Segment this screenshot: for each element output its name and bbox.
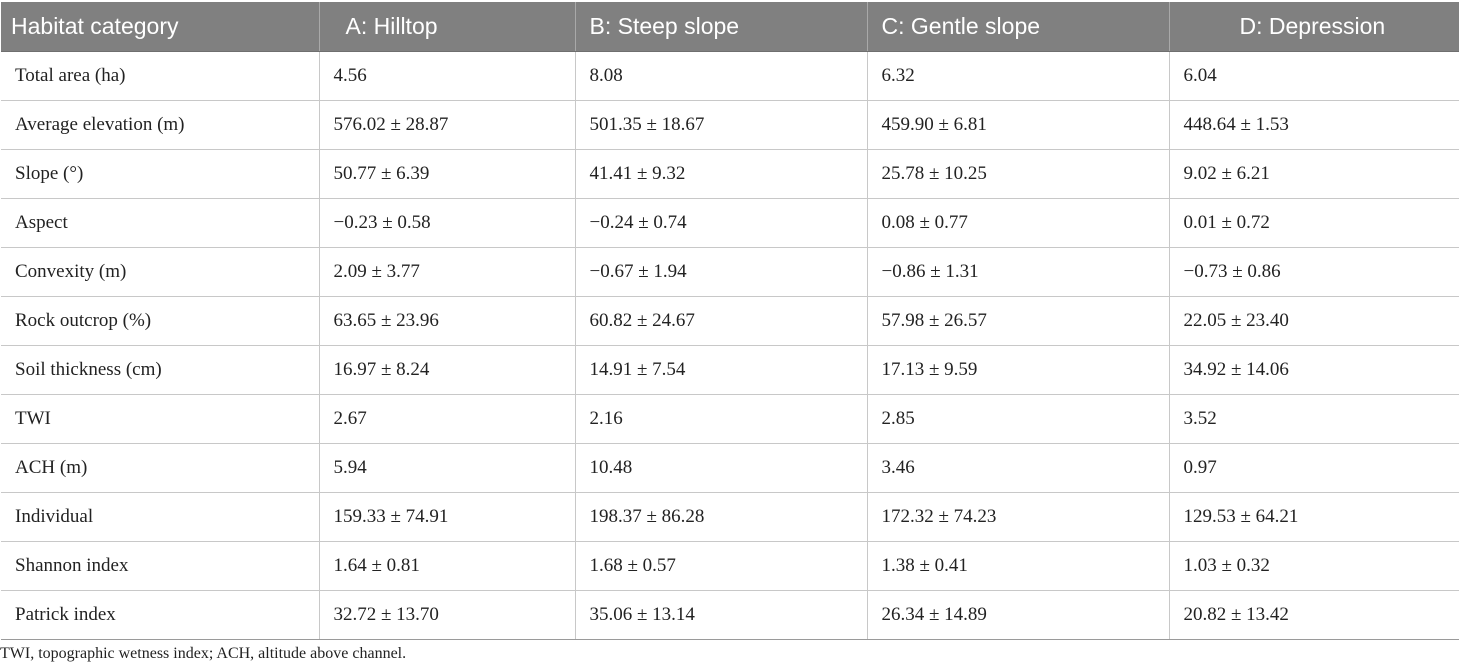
table-cell: 1.64 ± 0.81 [318, 541, 575, 591]
row-label: TWI [1, 394, 319, 444]
table-cell: −0.86 ± 1.31 [866, 247, 1169, 297]
table-cell: 4.56 [318, 51, 575, 101]
row-label: Individual [1, 492, 319, 542]
table-cell: 8.08 [574, 51, 867, 101]
habitat-table-container: Habitat category A: Hilltop B: Steep slo… [1, 2, 1459, 640]
habitat-table: Habitat category A: Hilltop B: Steep slo… [1, 2, 1459, 640]
table-cell: 2.85 [866, 394, 1169, 444]
table-row: Total area (ha) 4.56 8.08 6.32 6.04 [1, 51, 1459, 101]
row-label: Shannon index [1, 541, 319, 591]
table-cell: 0.01 ± 0.72 [1168, 198, 1459, 248]
table-cell: −0.67 ± 1.94 [574, 247, 867, 297]
table-cell: 1.68 ± 0.57 [574, 541, 867, 591]
table-cell: 2.09 ± 3.77 [318, 247, 575, 297]
table-header-row: Habitat category A: Hilltop B: Steep slo… [1, 2, 1459, 52]
column-header: A: Hilltop [318, 2, 575, 52]
table-cell: 32.72 ± 13.70 [318, 590, 575, 640]
table-cell: −0.73 ± 0.86 [1168, 247, 1459, 297]
table-cell: 3.52 [1168, 394, 1459, 444]
table-row: Aspect −0.23 ± 0.58 −0.24 ± 0.74 0.08 ± … [1, 198, 1459, 248]
table-cell: 2.16 [574, 394, 867, 444]
table-row: ACH (m) 5.94 10.48 3.46 0.97 [1, 443, 1459, 493]
table-cell: 172.32 ± 74.23 [866, 492, 1169, 542]
table-row: Rock outcrop (%) 63.65 ± 23.96 60.82 ± 2… [1, 296, 1459, 346]
table-row: Soil thickness (cm) 16.97 ± 8.24 14.91 ±… [1, 345, 1459, 395]
table-cell: 50.77 ± 6.39 [318, 149, 575, 199]
table-cell: 25.78 ± 10.25 [866, 149, 1169, 199]
row-label: Aspect [1, 198, 319, 248]
table-cell: 501.35 ± 18.67 [574, 100, 867, 150]
table-cell: 129.53 ± 64.21 [1168, 492, 1459, 542]
table-cell: 2.67 [318, 394, 575, 444]
row-label: ACH (m) [1, 443, 319, 493]
table-row: Shannon index 1.64 ± 0.81 1.68 ± 0.57 1.… [1, 541, 1459, 591]
table-row: Average elevation (m) 576.02 ± 28.87 501… [1, 100, 1459, 150]
table-cell: 448.64 ± 1.53 [1168, 100, 1459, 150]
table-cell: 60.82 ± 24.67 [574, 296, 867, 346]
row-label: Soil thickness (cm) [1, 345, 319, 395]
row-label: Patrick index [1, 590, 319, 640]
column-header: C: Gentle slope [866, 2, 1169, 52]
table-cell: 1.03 ± 0.32 [1168, 541, 1459, 591]
table-cell: 459.90 ± 6.81 [866, 100, 1169, 150]
row-label: Slope (°) [1, 149, 319, 199]
column-header: B: Steep slope [574, 2, 867, 52]
table-cell: 57.98 ± 26.57 [866, 296, 1169, 346]
row-label: Rock outcrop (%) [1, 296, 319, 346]
table-row: Patrick index 32.72 ± 13.70 35.06 ± 13.1… [1, 590, 1459, 640]
table-cell: 22.05 ± 23.40 [1168, 296, 1459, 346]
table-cell: 3.46 [866, 443, 1169, 493]
column-header: Habitat category [1, 2, 319, 52]
table-cell: 35.06 ± 13.14 [574, 590, 867, 640]
table-cell: 17.13 ± 9.59 [866, 345, 1169, 395]
table-cell: 14.91 ± 7.54 [574, 345, 867, 395]
table-cell: 26.34 ± 14.89 [866, 590, 1169, 640]
row-label: Convexity (m) [1, 247, 319, 297]
table-cell: 6.04 [1168, 51, 1459, 101]
table-cell: 0.08 ± 0.77 [866, 198, 1169, 248]
table-row: Individual 159.33 ± 74.91 198.37 ± 86.28… [1, 492, 1459, 542]
table-row: Slope (°) 50.77 ± 6.39 41.41 ± 9.32 25.7… [1, 149, 1459, 199]
table-cell: 20.82 ± 13.42 [1168, 590, 1459, 640]
table-cell: 16.97 ± 8.24 [318, 345, 575, 395]
table-cell: 159.33 ± 74.91 [318, 492, 575, 542]
table-cell: 6.32 [866, 51, 1169, 101]
table-cell: −0.23 ± 0.58 [318, 198, 575, 248]
table-row: TWI 2.67 2.16 2.85 3.52 [1, 394, 1459, 444]
table-cell: 0.97 [1168, 443, 1459, 493]
table-footnote: TWI, topographic wetness index; ACH, alt… [0, 645, 407, 662]
table-cell: 63.65 ± 23.96 [318, 296, 575, 346]
table-cell: −0.24 ± 0.74 [574, 198, 867, 248]
table-cell: 198.37 ± 86.28 [574, 492, 867, 542]
table-cell: 34.92 ± 14.06 [1168, 345, 1459, 395]
row-label: Total area (ha) [1, 51, 319, 101]
table-cell: 576.02 ± 28.87 [318, 100, 575, 150]
table-cell: 9.02 ± 6.21 [1168, 149, 1459, 199]
row-label: Average elevation (m) [1, 100, 319, 150]
table-cell: 5.94 [318, 443, 575, 493]
table-cell: 41.41 ± 9.32 [574, 149, 867, 199]
table-cell: 1.38 ± 0.41 [866, 541, 1169, 591]
table-cell: 10.48 [574, 443, 867, 493]
column-header: D: Depression [1168, 2, 1459, 52]
table-row: Convexity (m) 2.09 ± 3.77 −0.67 ± 1.94 −… [1, 247, 1459, 297]
